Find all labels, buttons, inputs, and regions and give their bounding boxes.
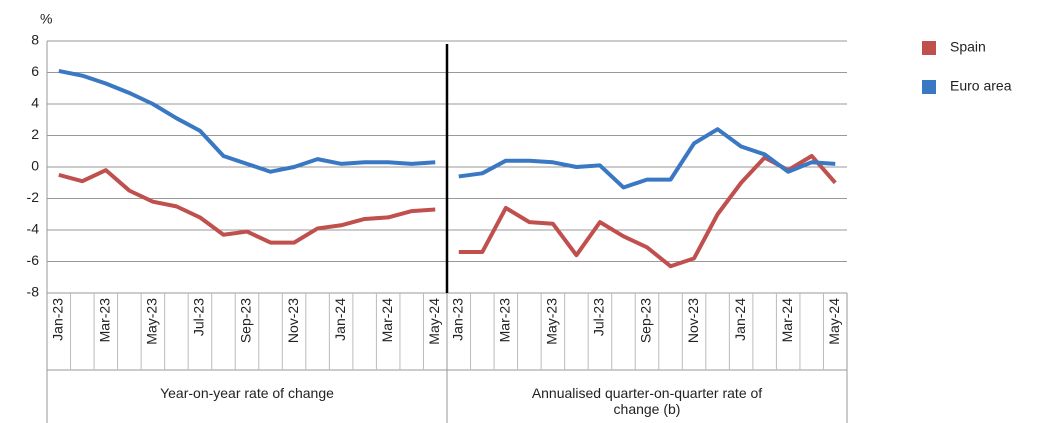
x-tick-label: Mar-24 — [379, 298, 395, 343]
x-tick-label: Jul-23 — [591, 298, 607, 336]
y-tick-label: 0 — [31, 158, 39, 174]
x-tick-label: Mar-23 — [97, 298, 113, 343]
x-tick-label: Jan-23 — [449, 298, 465, 341]
x-tick-label: Mar-23 — [497, 298, 513, 343]
x-tick-label: Jul-23 — [191, 298, 207, 336]
x-tick-label: Jan-23 — [49, 298, 65, 341]
panel-label: Annualised quarter-on-quarter rate of ch… — [531, 385, 763, 417]
y-tick-label: -4 — [27, 221, 40, 237]
y-tick-label: -6 — [27, 252, 40, 268]
series-line — [458, 127, 836, 190]
x-tick-label: Mar-24 — [779, 298, 795, 343]
legend-label: Spain — [950, 39, 986, 55]
x-tick-label: May-23 — [144, 298, 160, 345]
y-tick-label: 2 — [31, 126, 39, 142]
legend-swatch — [922, 80, 936, 94]
series-line — [58, 68, 436, 174]
x-tick-label: May-24 — [426, 298, 442, 345]
x-tick-label: Nov-23 — [285, 298, 301, 343]
y-tick-label: 6 — [31, 63, 39, 79]
series-line — [58, 168, 436, 245]
legend-label: Euro area — [950, 78, 1012, 94]
x-tick-label: Nov-23 — [685, 298, 701, 343]
x-tick-label: May-23 — [544, 298, 560, 345]
series-line — [458, 153, 837, 269]
x-tick-label: Jan-24 — [332, 298, 348, 341]
x-tick-label: Jan-24 — [732, 298, 748, 341]
y-tick-label: -2 — [27, 189, 40, 205]
legend-swatch — [922, 41, 936, 55]
y-tick-label: 8 — [31, 32, 39, 48]
panel-label: Year-on-year rate of change — [160, 385, 334, 401]
x-tick-label: Sep-23 — [638, 298, 654, 343]
x-tick-label: May-24 — [826, 298, 842, 345]
x-tick-label: Sep-23 — [238, 298, 254, 343]
y-axis-label: % — [40, 11, 52, 27]
y-tick-label: 4 — [31, 95, 39, 111]
y-tick-label: -8 — [27, 284, 40, 300]
